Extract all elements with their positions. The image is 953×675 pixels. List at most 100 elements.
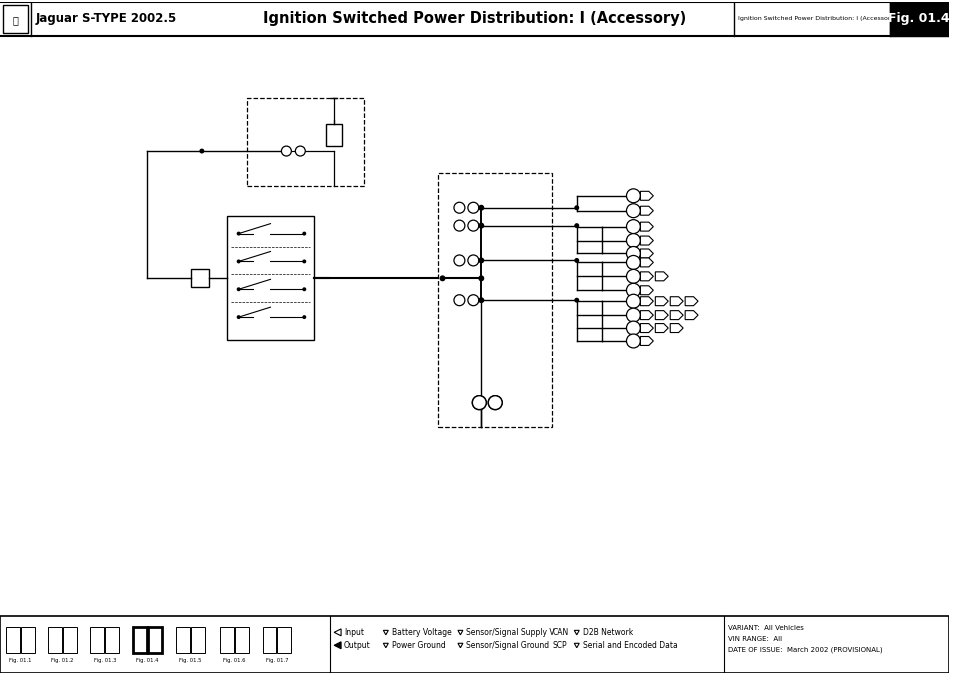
Bar (277, 627, 291, 653)
Polygon shape (639, 337, 653, 346)
Bar (191, 627, 205, 653)
Text: Power Ground: Power Ground (392, 641, 445, 650)
Circle shape (626, 294, 639, 308)
Polygon shape (639, 310, 653, 319)
Polygon shape (574, 643, 578, 648)
Circle shape (467, 255, 478, 266)
Polygon shape (383, 630, 388, 634)
Polygon shape (684, 297, 698, 306)
Circle shape (477, 257, 484, 263)
Circle shape (454, 220, 464, 231)
Text: Ignition Switched Power Distribution: I (Accessory): Ignition Switched Power Distribution: I … (262, 11, 685, 26)
Polygon shape (670, 310, 682, 319)
Polygon shape (334, 629, 341, 636)
Circle shape (454, 295, 464, 306)
Circle shape (236, 259, 240, 263)
Text: Fig. 01.1: Fig. 01.1 (10, 657, 31, 663)
Text: CAN: CAN (553, 628, 569, 637)
Text: Fig. 01.4: Fig. 01.4 (887, 12, 948, 25)
Text: DATE OF ISSUE:  March 2002 (PROVISIONAL): DATE OF ISSUE: March 2002 (PROVISIONAL) (727, 647, 882, 653)
Text: Fig. 01.3: Fig. 01.3 (93, 657, 116, 663)
Polygon shape (457, 643, 462, 648)
Text: Serial and Encoded Data: Serial and Encoded Data (582, 641, 677, 650)
Polygon shape (655, 310, 667, 319)
Circle shape (626, 308, 639, 322)
Polygon shape (655, 323, 667, 333)
Circle shape (477, 205, 484, 211)
Bar (63, 627, 76, 653)
Polygon shape (639, 222, 653, 231)
Polygon shape (383, 643, 388, 648)
Circle shape (454, 202, 464, 213)
Text: D2B Network: D2B Network (582, 628, 632, 637)
Circle shape (574, 223, 578, 228)
Text: Output: Output (344, 641, 371, 650)
Circle shape (295, 146, 305, 156)
Circle shape (302, 232, 306, 236)
Bar (6, 627, 20, 653)
Circle shape (626, 219, 639, 234)
Circle shape (574, 205, 578, 210)
Polygon shape (655, 297, 667, 306)
Polygon shape (457, 630, 462, 634)
Circle shape (626, 189, 639, 202)
Text: Fig. 01.2: Fig. 01.2 (51, 657, 73, 663)
Bar (262, 627, 276, 653)
Circle shape (236, 232, 240, 236)
Bar (148, 627, 162, 653)
Circle shape (626, 284, 639, 297)
Polygon shape (639, 323, 653, 333)
Circle shape (574, 258, 578, 263)
Text: SCP: SCP (553, 641, 567, 650)
Circle shape (281, 146, 291, 156)
Circle shape (477, 297, 484, 303)
Bar (21, 627, 34, 653)
Circle shape (472, 396, 486, 410)
Circle shape (454, 255, 464, 266)
Polygon shape (639, 258, 653, 267)
Polygon shape (684, 310, 698, 319)
Bar (326, 124, 342, 146)
Circle shape (626, 321, 639, 335)
Polygon shape (655, 272, 667, 281)
Bar (3, 5, 28, 32)
Bar (889, 2, 947, 36)
Polygon shape (574, 630, 578, 634)
Circle shape (626, 234, 639, 248)
Polygon shape (639, 272, 653, 281)
Polygon shape (639, 207, 653, 215)
Bar (105, 627, 119, 653)
Text: Sensor/Signal Ground: Sensor/Signal Ground (466, 641, 549, 650)
Bar (48, 627, 62, 653)
Polygon shape (334, 642, 341, 649)
Text: Input: Input (344, 628, 364, 637)
Circle shape (199, 148, 204, 153)
Circle shape (488, 396, 501, 410)
Text: Fig. 01.4: Fig. 01.4 (136, 657, 159, 663)
Bar (234, 627, 249, 653)
Text: VIN RANGE:  All: VIN RANGE: All (727, 637, 781, 643)
Circle shape (236, 315, 240, 319)
Text: Fig. 01.5: Fig. 01.5 (179, 657, 201, 663)
Circle shape (477, 223, 484, 229)
Bar (91, 627, 104, 653)
Polygon shape (639, 236, 653, 245)
Bar (247, 99, 364, 186)
Text: Ignition Switched Power Distribution: I (Accessory): Ignition Switched Power Distribution: I … (737, 16, 896, 22)
Text: Fig. 01.6: Fig. 01.6 (223, 657, 245, 663)
Circle shape (472, 396, 486, 410)
Text: Battery Voltage: Battery Voltage (392, 628, 451, 637)
Circle shape (467, 202, 478, 213)
Bar (133, 627, 147, 653)
Circle shape (302, 259, 306, 263)
Bar (437, 173, 552, 427)
Circle shape (302, 288, 306, 291)
Bar (219, 627, 233, 653)
Polygon shape (639, 286, 653, 295)
Circle shape (439, 275, 445, 281)
Polygon shape (670, 297, 682, 306)
Circle shape (626, 269, 639, 283)
Circle shape (574, 298, 578, 302)
Circle shape (626, 334, 639, 348)
Bar (0, 616, 947, 673)
